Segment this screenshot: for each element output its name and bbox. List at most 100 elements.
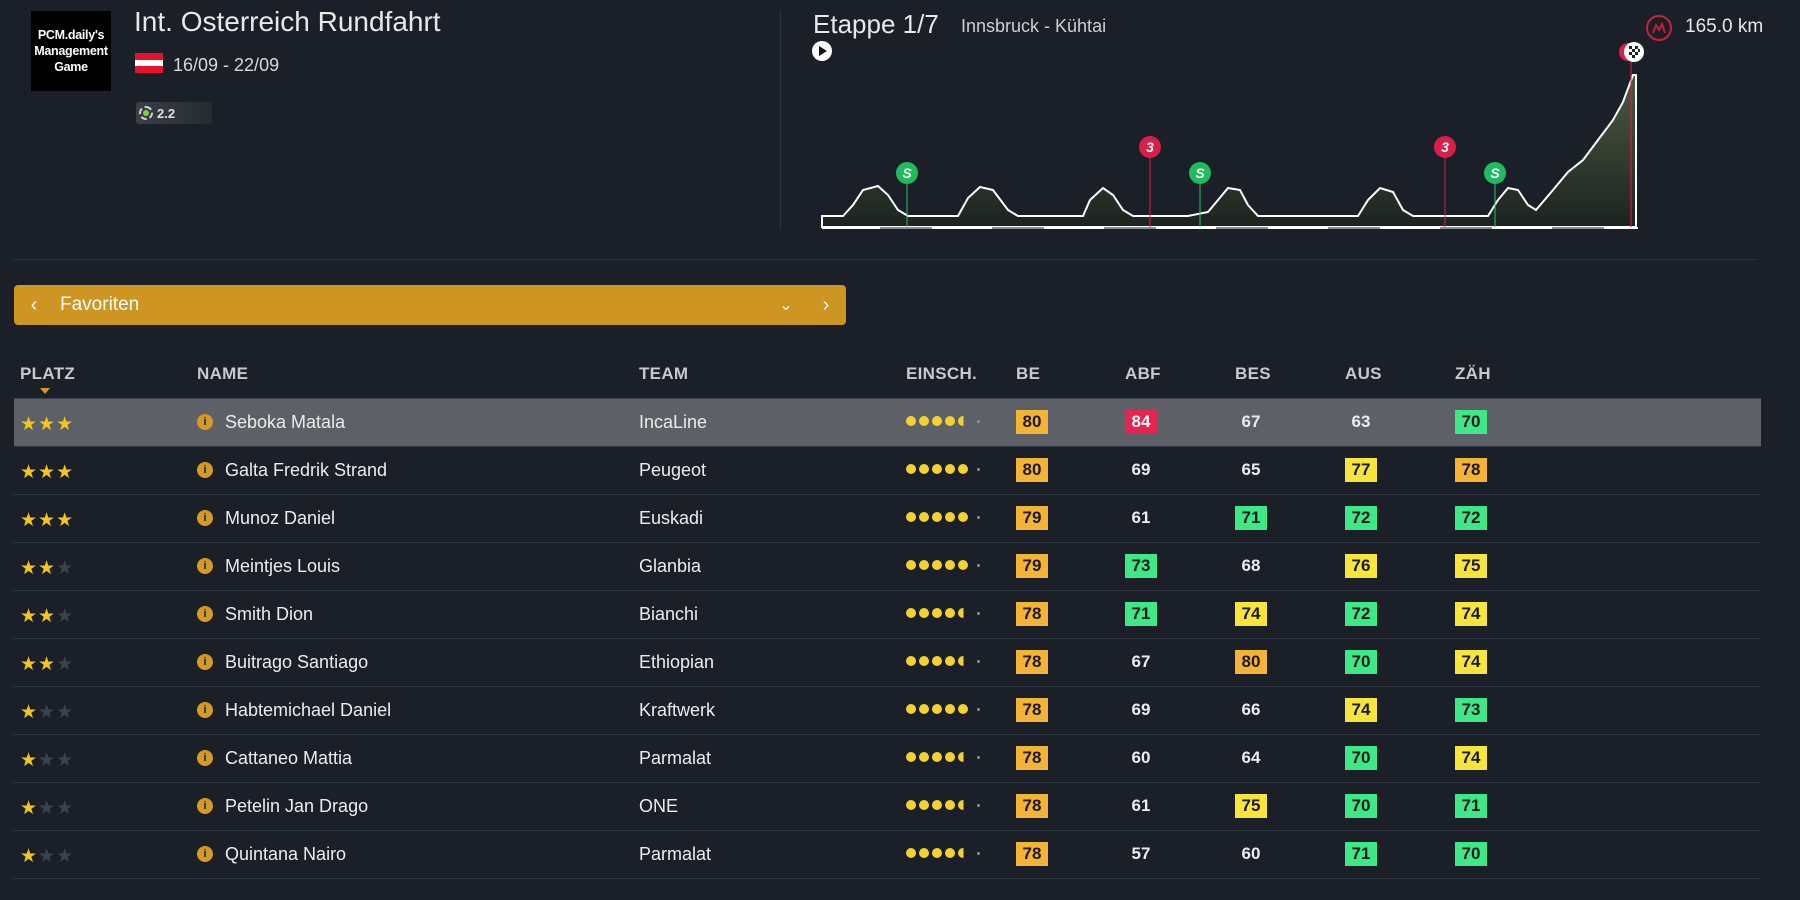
info-icon[interactable]: i [197, 414, 213, 430]
star-icon: ★ [56, 846, 75, 867]
rider-team[interactable]: Peugeot [639, 460, 707, 480]
stage-title: Etappe 1/7 [813, 9, 939, 39]
star-icon: ★ [38, 510, 57, 531]
col-zah[interactable]: ZÄH [1455, 364, 1491, 383]
table-row[interactable]: ★★★ i Seboka Matala IncaLine 80 84 67 63 70 [14, 399, 1761, 447]
svg-text:S: S [1490, 165, 1500, 181]
info-icon[interactable]: i [197, 798, 213, 814]
form-dot-icon [906, 512, 916, 522]
rider-name[interactable]: Quintana Nairo [225, 844, 347, 864]
stat-bes: 68 [1241, 556, 1261, 575]
table-row[interactable]: ★★★ i Smith Dion Bianchi 78 71 74 72 74 [14, 591, 1761, 639]
info-icon[interactable]: i [197, 558, 213, 574]
climb-marker-1[interactable]: 3 [1139, 136, 1161, 158]
form-dot-icon [932, 512, 942, 522]
form-dot-icon [945, 656, 955, 666]
race-title: Int. Osterreich Rundfahrt [134, 6, 441, 37]
star-icon: ★ [38, 702, 57, 723]
rating-stars: ★★★ [20, 461, 74, 484]
rider-team[interactable]: Ethiopian [639, 652, 715, 672]
rider-name[interactable]: Petelin Jan Drago [225, 796, 369, 816]
form-dot-icon [945, 752, 955, 762]
rider-name[interactable]: Buitrago Santiago [225, 652, 369, 672]
rider-name[interactable]: Habtemichael Daniel [225, 700, 392, 720]
table-row[interactable]: ★★★ i Munoz Daniel Euskadi 79 61 71 72 72 [14, 495, 1761, 543]
info-icon[interactable]: i [197, 510, 213, 526]
form-dot-icon [958, 848, 968, 858]
table-row[interactable]: ★★★ i Buitrago Santiago Ethiopian 78 67 80 70 74 [14, 639, 1761, 687]
chevron-right-icon[interactable]: › [822, 293, 830, 316]
col-einsch[interactable]: EINSCH. [906, 364, 978, 383]
sprint-marker-1[interactable]: S [896, 162, 918, 184]
info-icon[interactable]: i [197, 750, 213, 766]
info-icon[interactable]: i [197, 462, 213, 478]
stat-aus: 63 [1351, 412, 1371, 431]
chevron-down-icon[interactable]: ⌄ [779, 297, 793, 314]
stat-abf: 73 [1125, 554, 1157, 578]
table-row[interactable]: ★★★ i Galta Fredrik Strand Peugeot 80 69 65 77 7… [14, 447, 1761, 495]
rider-team[interactable]: Kraftwerk [639, 700, 716, 720]
sprint-marker-3[interactable]: S [1484, 162, 1506, 184]
form-tail-dot [977, 563, 980, 567]
col-bes[interactable]: BES [1235, 364, 1271, 383]
finish-marker[interactable] [1619, 42, 1644, 62]
info-icon[interactable]: i [197, 702, 213, 718]
table-row[interactable]: ★★★ i Cattaneo Mattia Parmalat 78 60 64 70 74 [14, 735, 1761, 783]
stat-aus: 76 [1345, 554, 1377, 578]
col-team[interactable]: TEAM [639, 364, 689, 383]
star-icon: ★ [38, 798, 57, 819]
star-icon: ★ [20, 462, 39, 483]
form-dot-icon [932, 800, 942, 810]
star-icon: ★ [38, 414, 57, 435]
star-icon: ★ [38, 606, 57, 627]
form-dot-icon [932, 704, 942, 714]
star-icon: ★ [20, 558, 39, 579]
rider-team[interactable]: Bianchi [639, 604, 699, 624]
table-body: ★★★ i Seboka Matala IncaLine 80 84 67 63 70 ★★★ i G… [14, 399, 1761, 879]
table-row[interactable]: ★★★ i Quintana Nairo Parmalat 78 57 60 71 70 [14, 831, 1761, 879]
stat-zah: 73 [1455, 698, 1487, 722]
rider-name[interactable]: Galta Fredrik Strand [225, 460, 388, 480]
form-dot-icon [945, 512, 955, 522]
table-row[interactable]: ★★★ i Petelin Jan Drago ONE 78 61 75 70 71 [14, 783, 1761, 831]
rider-team[interactable]: Euskadi [639, 508, 704, 528]
stat-be: 78 [1016, 602, 1048, 626]
stat-zah: 78 [1455, 458, 1487, 482]
col-be[interactable]: BE [1016, 364, 1041, 383]
stat-be: 79 [1016, 554, 1048, 578]
star-icon: ★ [38, 654, 57, 675]
col-name[interactable]: NAME [197, 364, 249, 383]
rider-name[interactable]: Munoz Daniel [225, 508, 336, 528]
rider-team[interactable]: IncaLine [639, 412, 708, 432]
sprint-marker-2[interactable]: S [1189, 162, 1211, 184]
form-tail-dot [977, 419, 980, 423]
rider-name[interactable]: Smith Dion [225, 604, 314, 624]
table-row[interactable]: ★★★ i Meintjes Louis Glanbia 79 73 68 76 75 [14, 543, 1761, 591]
rider-team[interactable]: Glanbia [639, 556, 702, 576]
start-play-icon[interactable] [812, 41, 832, 61]
stat-aus: 70 [1345, 746, 1377, 770]
col-abf[interactable]: ABF [1125, 364, 1161, 383]
rider-name[interactable]: Meintjes Louis [225, 556, 341, 576]
climb-marker-2[interactable]: 3 [1434, 136, 1456, 158]
form-dot-icon [932, 608, 942, 618]
col-aus[interactable]: AUS [1345, 364, 1382, 383]
ranking-selector[interactable]: ‹ Favoriten ⌄ › [14, 285, 846, 325]
stat-be: 78 [1016, 650, 1048, 674]
rider-name[interactable]: Seboka Matala [225, 412, 346, 432]
rider-team[interactable]: Parmalat [639, 748, 712, 768]
rating-stars: ★★★ [20, 653, 74, 676]
chevron-left-icon[interactable]: ‹ [30, 293, 38, 316]
rider-name[interactable]: Cattaneo Mattia [225, 748, 353, 768]
rider-team[interactable]: Parmalat [639, 844, 712, 864]
form-dot-icon [919, 560, 929, 570]
col-platz[interactable]: PLATZ [20, 364, 76, 383]
info-icon[interactable]: i [197, 606, 213, 622]
stat-aus: 70 [1345, 650, 1377, 674]
rider-team[interactable]: ONE [639, 796, 679, 816]
table-row[interactable]: ★★★ i Habtemichael Daniel Kraftwerk 78 69 66 74… [14, 687, 1761, 735]
info-icon[interactable]: i [197, 654, 213, 670]
star-icon: ★ [20, 702, 39, 723]
form-dot-icon [958, 704, 968, 714]
info-icon[interactable]: i [197, 846, 213, 862]
